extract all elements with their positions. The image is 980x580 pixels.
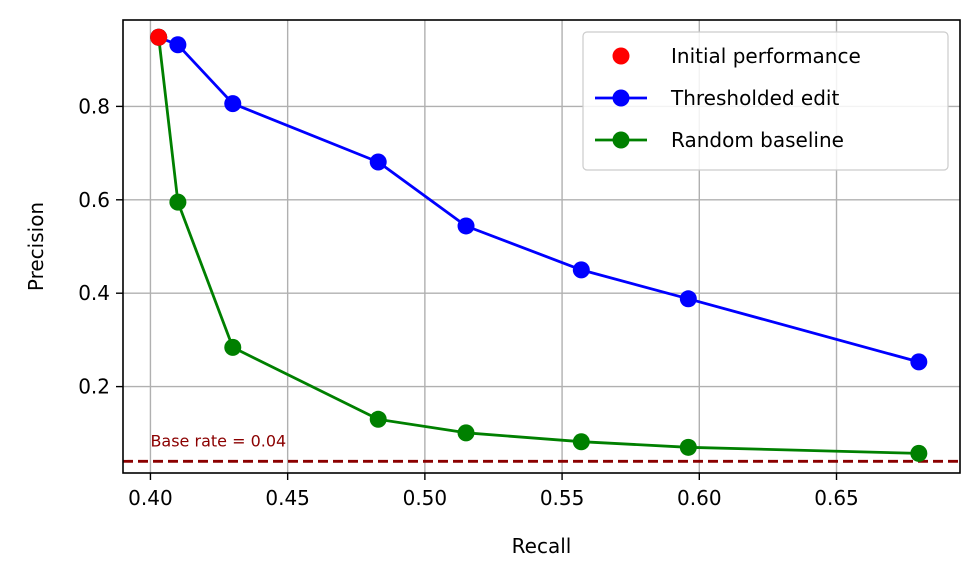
legend-marker bbox=[612, 131, 630, 149]
legend-box bbox=[582, 31, 949, 171]
plot-frame bbox=[122, 19, 961, 474]
y-tick-label: 0.6 bbox=[78, 188, 110, 212]
legend: Initial performance Thresholded edit Rando… bbox=[582, 31, 949, 171]
series-group bbox=[150, 28, 928, 462]
legend-entry-initial-performance: Initial performance bbox=[612, 44, 861, 68]
x-tick-label: 0.65 bbox=[814, 486, 859, 510]
random-baseline-line bbox=[157, 37, 919, 455]
random-baseline-point bbox=[910, 444, 928, 462]
thresholded-edit-point bbox=[369, 153, 387, 171]
thresholded-edit-point bbox=[169, 36, 187, 54]
thresholded-edit-point bbox=[224, 95, 242, 113]
y-axis-label: Precision bbox=[24, 202, 48, 291]
x-tick-label: 0.50 bbox=[403, 486, 448, 510]
random-baseline-point bbox=[224, 338, 242, 356]
random-baseline-point bbox=[457, 424, 475, 442]
x-tick-label: 0.55 bbox=[540, 486, 585, 510]
legend-label: Initial performance bbox=[671, 44, 861, 68]
thresholded-edit-point bbox=[910, 353, 928, 371]
random-baseline-point bbox=[169, 193, 187, 211]
thresholded-edit-line bbox=[158, 35, 920, 364]
ticks: 0.40 0.45 0.50 0.55 0.60 0.65 0.2 0.4 0.6 0.8 bbox=[78, 94, 859, 510]
x-tick-label: 0.45 bbox=[265, 486, 310, 510]
random-baseline-point bbox=[369, 410, 387, 428]
legend-marker bbox=[612, 47, 630, 65]
initial-performance-series bbox=[150, 28, 168, 46]
thresholded-edit-point bbox=[572, 261, 590, 279]
legend-label: Thresholded edit bbox=[670, 86, 839, 110]
legend-label: Random baseline bbox=[671, 128, 844, 152]
y-tick-label: 0.8 bbox=[78, 94, 110, 118]
random-baseline-point bbox=[572, 433, 590, 451]
x-axis-label: Recall bbox=[512, 534, 572, 558]
thresholded-edit-point bbox=[457, 217, 475, 235]
x-tick-label: 0.40 bbox=[128, 486, 173, 510]
random-baseline-point bbox=[679, 438, 697, 456]
thresholded-edit-point bbox=[679, 290, 697, 308]
initial-performance-point bbox=[150, 28, 168, 46]
x-tick-label: 0.60 bbox=[677, 486, 722, 510]
legend-marker bbox=[612, 89, 630, 107]
legend-entry-thresholded-edit: Thresholded edit bbox=[595, 86, 839, 110]
legend-entry-random-baseline: Random baseline bbox=[595, 128, 844, 152]
y-tick-label: 0.4 bbox=[78, 281, 110, 305]
base-rate-annotation: Base rate = 0.04 bbox=[150, 431, 286, 450]
y-tick-label: 0.2 bbox=[78, 375, 110, 399]
